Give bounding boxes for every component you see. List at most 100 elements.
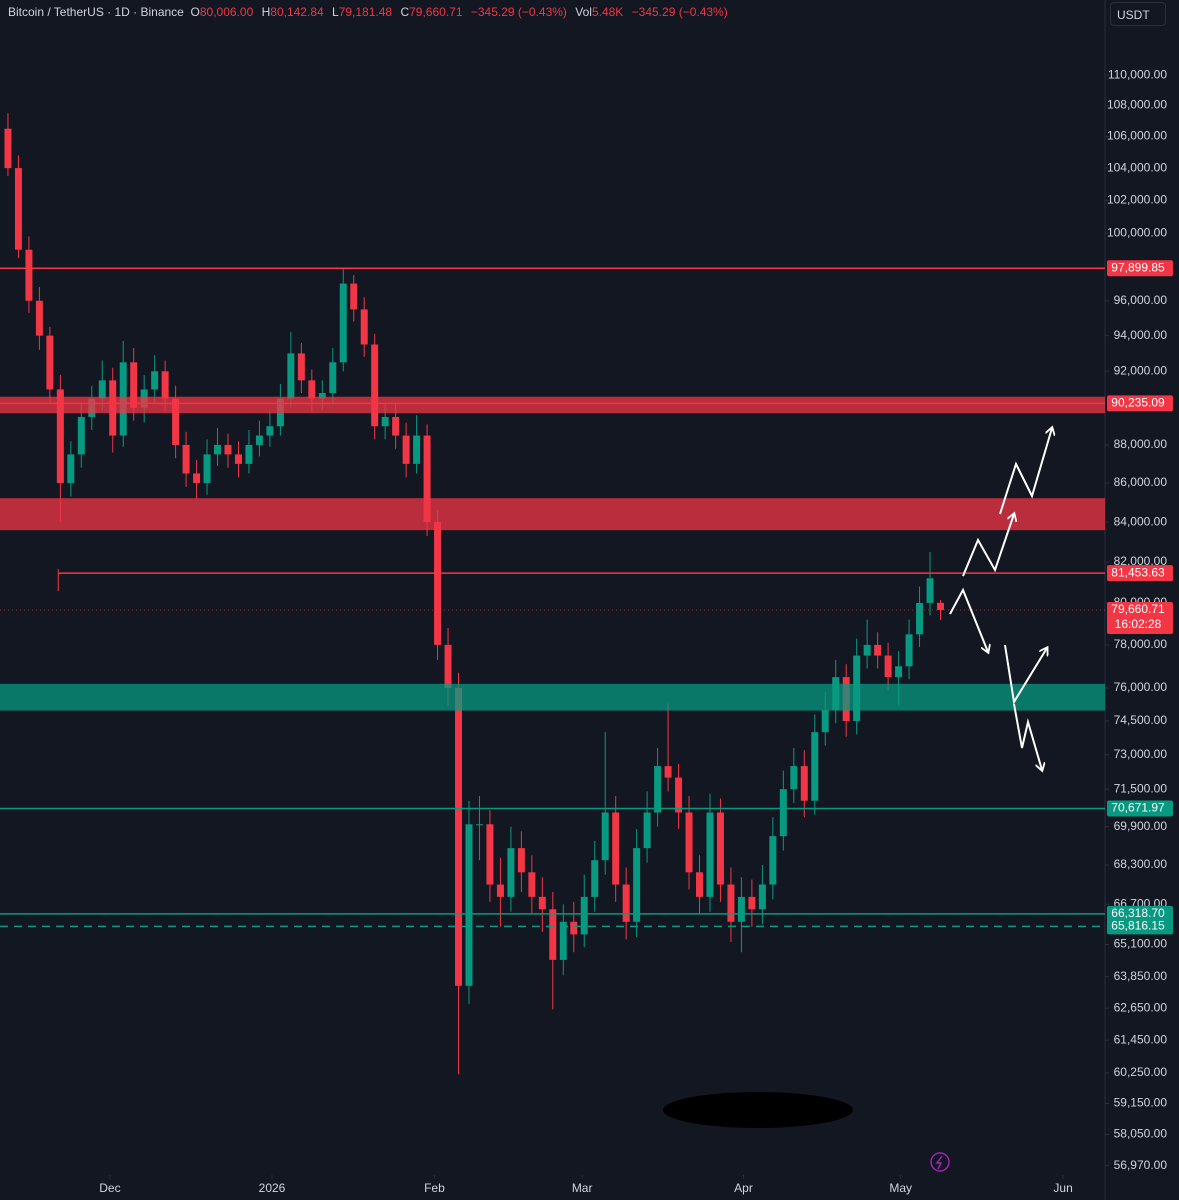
currency-button[interactable]: USDT [1110,2,1166,26]
vol-label: Vol [575,5,592,19]
x-tick-label: 2026 [259,1181,286,1195]
y-tick-label: 108,000.00 [1107,98,1167,112]
level-label-box [1107,601,1173,634]
y-tick-label: 74,500.00 [1114,713,1168,727]
y-tick-label: 63,850.00 [1114,969,1168,983]
redaction [663,1092,853,1128]
icon-ring [930,1152,950,1172]
x-tick-label: Mar [572,1181,593,1195]
level-label-box [1107,800,1173,817]
candle-body [916,602,924,635]
candle-body [35,300,43,336]
candle-body [413,435,421,464]
candle-body [496,884,504,897]
candle-body [245,444,253,464]
candle-body [696,872,704,897]
y-tick-label: 92,000.00 [1114,363,1168,377]
candle-body [444,644,452,688]
arrow-down-1 [949,587,988,652]
candle-body [905,634,913,667]
level-label-box [1107,905,1173,922]
y-tick-label: 110,000.00 [1108,67,1167,81]
candle-body [423,435,431,523]
candle-body [161,371,169,399]
y-tick-label: 76,000.00 [1114,680,1168,694]
candle-body [318,393,326,399]
candle-body [203,454,211,484]
y-tick-label: 102,000.00 [1107,192,1167,206]
candle-body [685,812,693,873]
candle-body [769,836,777,885]
candle-body [371,344,379,427]
candle-body [98,380,106,399]
y-tick-label: 100,000.00 [1107,225,1167,239]
candle-body [507,848,515,897]
ohlc-label: L [332,5,339,19]
candle-body [874,644,882,656]
candle-body [895,666,903,678]
candle-body [360,309,368,345]
candle-body [549,909,557,960]
candle-body [287,353,295,399]
y-tick-label: 60,250.00 [1114,1065,1168,1079]
candle-body [528,872,536,897]
ohlc-label: H [261,5,271,19]
candle-body [612,812,620,885]
arrow-up-1 [962,514,1014,577]
y-tick-label: 84,000.00 [1114,514,1168,528]
candle-body [811,732,819,801]
candle-body [758,884,766,910]
candle-body [863,644,871,656]
ohlc-value: 80,006.00 [199,5,254,19]
candle-body [559,921,567,960]
ohlc-value: 80,142.84 [270,5,324,19]
zone [0,396,1105,414]
candle-body [224,444,232,455]
y-tick-label: 88,000.00 [1114,437,1168,451]
y-tick-label: 96,000.00 [1114,293,1168,307]
zone [0,683,1105,711]
x-tick-label: Dec [99,1181,120,1195]
y-tick-label: 86,000.00 [1114,475,1168,489]
candle-body [339,283,347,363]
y-tick-label: 73,000.00 [1114,747,1168,761]
x-tick-label: Apr [734,1181,753,1195]
y-tick-label: 104,000.00 [1107,160,1167,174]
ohlc-label: C [400,5,410,19]
arrow-down-2 [1013,703,1042,770]
candle-body [664,766,672,778]
candle-body [601,812,609,861]
candle-body [56,389,64,484]
y-tick-label: 71,500.00 [1114,781,1168,795]
level-label-box [1107,918,1173,935]
candle-body [538,896,546,910]
symbol: Bitcoin / TetherUS · 1D · Binance [8,5,184,19]
y-tick-label: 56,970.00 [1114,1158,1168,1172]
candle-body [465,824,473,986]
level-label: 79,660.71 [1111,602,1165,616]
flash-icon[interactable] [930,1152,950,1172]
arrow-up-2 [999,428,1052,515]
candle-body [706,812,714,897]
candle-body [434,522,442,645]
candle-body [622,884,630,922]
ohlc-value: 79,660.71 [409,5,463,19]
x-tick-label: Jun [1053,1181,1072,1195]
symbol-header: Bitcoin / TetherUS · 1D · Binance O80,00… [8,5,733,19]
candle-body [748,896,756,910]
level-label: 90,235.09 [1111,396,1165,410]
candle-body [727,884,735,922]
candle-body [737,896,745,922]
candle-body [255,435,263,445]
candle-body [800,766,808,801]
volume: 5.48K [591,5,624,19]
ohlc-label: O [190,5,200,19]
ohlc-value: 79,181.48 [338,5,393,19]
candle-body [570,921,578,935]
candle-body [392,416,400,436]
candle-body [779,789,787,837]
candle-body [130,362,138,408]
candle-body [381,416,389,427]
